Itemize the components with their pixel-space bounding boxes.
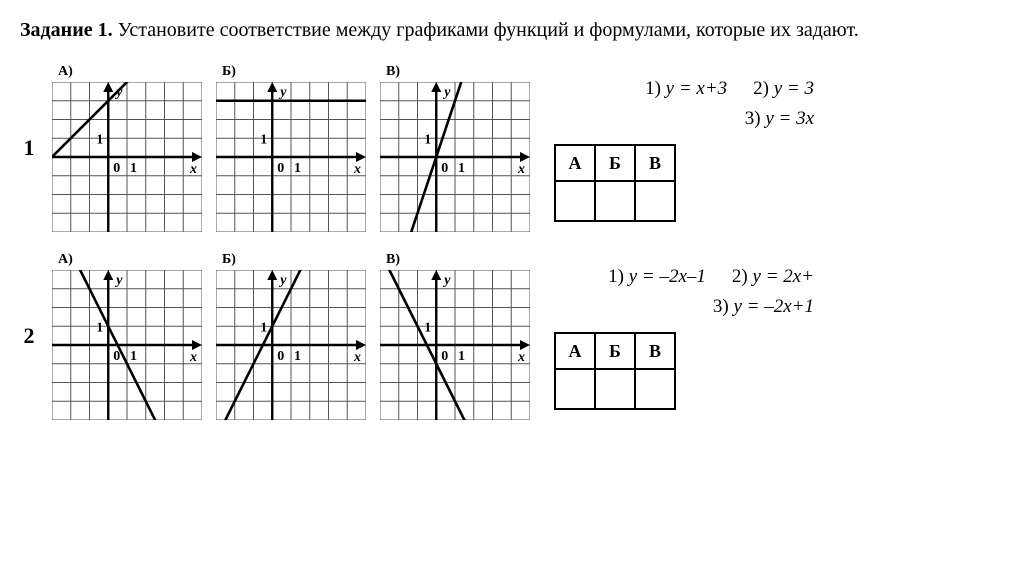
svg-text:1: 1: [458, 161, 465, 176]
row-number: 2: [20, 323, 38, 349]
svg-text:1: 1: [130, 349, 137, 364]
svg-text:1: 1: [260, 320, 267, 335]
svg-text:0: 0: [441, 349, 448, 364]
formula-item: 3) y = 3x: [745, 104, 814, 134]
svg-text:y: y: [278, 273, 287, 288]
svg-text:y: y: [442, 273, 451, 288]
svg-text:x: x: [517, 162, 525, 177]
graph-plot: 01 1 y x: [216, 82, 366, 232]
answer-header-cell: В: [635, 333, 675, 369]
answer-table: АБВ: [554, 332, 676, 410]
answer-header-cell: А: [555, 145, 595, 181]
svg-text:1: 1: [130, 161, 137, 176]
problem-row: 1А)011yxБ)011yxВ)011yx1) y = x+32) y = 3…: [20, 64, 1004, 232]
task-title: Задание 1. Установите соответствие между…: [20, 16, 1004, 44]
graph-block: В) 01 1 y x: [380, 252, 530, 420]
svg-text:x: x: [189, 350, 197, 365]
svg-text:0: 0: [441, 161, 448, 176]
svg-text:1: 1: [294, 161, 301, 176]
graph-label: В): [386, 252, 400, 268]
svg-text:0: 0: [113, 349, 120, 364]
answer-blank-cell[interactable]: [595, 181, 635, 221]
formulas-and-table: 1) y = x+3 2) y = 33) y = 3x АБВ: [544, 74, 1004, 223]
formula-list: 1) y = –2x–1 2) y = 2x+3) y = –2x+1: [554, 262, 814, 323]
row-number: 1: [20, 135, 38, 161]
answer-header-cell: Б: [595, 333, 635, 369]
task-title-rest: Установите соответствие между графиками …: [113, 19, 859, 41]
svg-text:0: 0: [277, 161, 284, 176]
graph-plot: 011yx: [52, 82, 202, 232]
formula-item: 2) y = 2x+: [732, 262, 814, 292]
svg-text:1: 1: [96, 132, 103, 147]
answer-blank-cell[interactable]: [635, 369, 675, 409]
answer-blank-cell[interactable]: [595, 369, 635, 409]
svg-text:y: y: [114, 273, 123, 288]
svg-text:x: x: [517, 350, 525, 365]
svg-text:1: 1: [294, 349, 301, 364]
answer-table: АБВ: [554, 144, 676, 222]
graph-block: А) 01 1 y x: [52, 252, 202, 420]
formulas-and-table: 1) y = –2x–1 2) y = 2x+3) y = –2x+1 АБВ: [544, 262, 1004, 411]
task-title-bold: Задание 1.: [20, 19, 113, 41]
graph-block: Б) 01 1 y x: [216, 252, 366, 420]
svg-text:1: 1: [260, 132, 267, 147]
formula-item: 2) y = 3: [753, 74, 814, 104]
answer-blank-cell[interactable]: [555, 369, 595, 409]
svg-text:x: x: [353, 162, 361, 177]
svg-text:1: 1: [424, 320, 431, 335]
graph-block: А)011yx: [52, 64, 202, 232]
svg-text:x: x: [189, 162, 197, 177]
svg-text:y: y: [278, 85, 287, 100]
graph-plot: 01 1 y x: [380, 82, 530, 232]
graph-label: А): [58, 252, 73, 268]
graph-label: В): [386, 64, 400, 80]
svg-text:y: y: [442, 85, 451, 100]
svg-text:0: 0: [113, 161, 120, 176]
svg-text:1: 1: [96, 320, 103, 335]
svg-text:1: 1: [424, 132, 431, 147]
formula-item: 1) y = x+3: [645, 74, 727, 104]
answer-blank-cell[interactable]: [555, 181, 595, 221]
svg-text:0: 0: [277, 349, 284, 364]
formula-item: 3) y = –2x+1: [713, 292, 814, 322]
answer-header-cell: В: [635, 145, 675, 181]
answer-header-cell: А: [555, 333, 595, 369]
svg-text:1: 1: [458, 349, 465, 364]
graph-block: Б) 01 1 y x: [216, 64, 366, 232]
problem-row: 2А)011yxБ)011yxВ)011yx1) y = –2x–12) y =…: [20, 252, 1004, 420]
answer-blank-cell[interactable]: [635, 181, 675, 221]
graph-label: А): [58, 64, 73, 80]
graph-plot: 01 1 y x: [380, 270, 530, 420]
answer-header-cell: Б: [595, 145, 635, 181]
svg-text:x: x: [353, 350, 361, 365]
graph-plot: 01 1 y x: [216, 270, 366, 420]
graph-plot: 01 1 y x: [52, 270, 202, 420]
graph-label: Б): [222, 252, 236, 268]
graph-block: В) 01 1 y x: [380, 64, 530, 232]
graph-label: Б): [222, 64, 236, 80]
formula-item: 1) y = –2x–1: [608, 262, 706, 292]
formula-list: 1) y = x+3 2) y = 33) y = 3x: [554, 74, 814, 135]
